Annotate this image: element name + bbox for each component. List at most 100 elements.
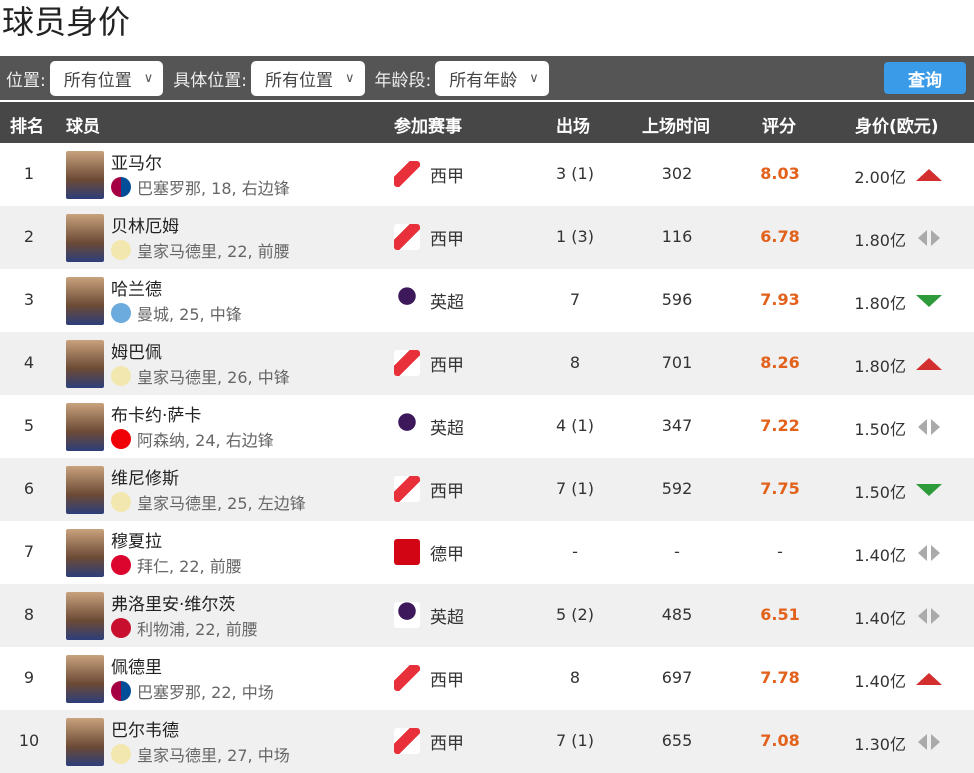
query-button[interactable]: 查询 [884,62,966,94]
table-header: 排名 球员 参加赛事 出场 上场时间 评分 身价(欧元) [0,102,974,143]
player-name[interactable]: 哈兰德 [111,280,162,300]
col-competition[interactable]: 参加赛事 [394,117,462,137]
rating: 7.78 [760,668,800,687]
competition-name: 西甲 [430,355,464,376]
player-avatar [66,340,104,388]
age-select[interactable]: 所有年龄 ∨ [435,60,549,96]
player-details: 皇家马德里, 22, 前腰 [137,242,290,261]
competition: 西甲 [394,224,464,250]
player-name[interactable]: 穆夏拉 [111,532,162,552]
player-info: 巴塞罗那, 22, 中场 [111,679,274,703]
laliga-logo-icon [394,224,420,250]
appearances: 7 [569,290,581,309]
laliga-logo-icon [394,476,420,502]
rank: 2 [23,227,35,246]
player-info: 拜仁, 22, 前腰 [111,553,242,577]
player-avatar [66,466,104,514]
rating: 8.26 [760,353,800,372]
filter-bar: 位置: 所有位置 ∨ 具体位置: 所有位置 ∨ 年龄段: 所有年龄 ∨ 查询 [0,56,974,100]
minutes: 701 [661,353,693,372]
market-value: 1.80亿 [854,294,906,313]
specific-position-select[interactable]: 所有位置 ∨ [250,60,365,96]
competition: 西甲 [394,665,464,691]
competition-name: 英超 [430,418,464,439]
competition: 英超 [394,602,464,628]
player-name[interactable]: 布卡约·萨卡 [111,406,202,426]
club-badge-icon [111,744,131,764]
minutes: 592 [661,479,693,498]
market-value: 1.40亿 [854,609,906,628]
bundesliga-logo-icon [394,539,420,565]
col-appearances[interactable]: 出场 [556,117,590,137]
chevron-down-icon: ∨ [344,70,355,86]
trend-flat-icon [914,732,944,752]
minutes: 347 [661,416,693,435]
player-details: 皇家马德里, 26, 中锋 [137,368,290,387]
club-badge-icon [111,492,131,512]
player-details: 拜仁, 22, 前腰 [137,557,242,576]
chevron-down-icon: ∨ [529,70,539,86]
table-row[interactable]: 4 姆巴佩 皇家马德里, 26, 中锋 西甲 8 701 8.26 1.80亿 [0,332,974,395]
player-name[interactable]: 维尼修斯 [111,469,179,489]
table-row[interactable]: 9 佩德里 巴塞罗那, 22, 中场 西甲 8 697 7.78 1.40亿 [0,647,974,710]
position-select[interactable]: 所有位置 ∨ [49,60,164,96]
col-player[interactable]: 球员 [66,117,100,137]
table-row[interactable]: 3 哈兰德 曼城, 25, 中锋 英超 7 596 7.93 1.80亿 [0,269,974,332]
player-name[interactable]: 佩德里 [111,658,162,678]
laliga-logo-icon [394,728,420,754]
rating: 7.08 [760,731,800,750]
table-row[interactable]: 1 亚马尔 巴塞罗那, 18, 右边锋 西甲 3 (1) 302 8.03 2.… [0,143,974,206]
table-row[interactable]: 8 弗洛里安·维尔茨 利物浦, 22, 前腰 英超 5 (2) 485 6.51… [0,584,974,647]
player-name[interactable]: 弗洛里安·维尔茨 [111,595,236,615]
table-row[interactable]: 2 贝林厄姆 皇家马德里, 22, 前腰 西甲 1 (3) 116 6.78 1… [0,206,974,269]
player-avatar [66,718,104,766]
player-avatar [66,592,104,640]
competition: 德甲 [394,539,464,565]
player-name[interactable]: 亚马尔 [111,154,162,174]
table-row[interactable]: 10 巴尔韦德 皇家马德里, 27, 中场 西甲 7 (1) 655 7.08 … [0,710,974,773]
player-info: 皇家马德里, 27, 中场 [111,742,290,766]
col-rating[interactable]: 评分 [762,117,796,137]
player-name[interactable]: 贝林厄姆 [111,217,179,237]
rank: 1 [23,164,35,183]
club-badge-icon [111,366,131,386]
competition: 西甲 [394,476,464,502]
rating: 7.22 [760,416,800,435]
player-details: 皇家马德里, 25, 左边锋 [137,494,306,513]
trend-flat-icon [914,543,944,563]
minutes: 655 [661,731,693,750]
col-minutes[interactable]: 上场时间 [642,117,710,137]
player-avatar [66,214,104,262]
minutes: 697 [661,668,693,687]
player-info: 曼城, 25, 中锋 [111,301,242,325]
age-value: 所有年龄 [449,70,518,91]
player-avatar [66,403,104,451]
player-name[interactable]: 姆巴佩 [111,343,162,363]
player-details: 皇家马德里, 27, 中场 [137,746,290,765]
col-value[interactable]: 身价(欧元) [855,117,939,137]
club-badge-icon [111,429,131,449]
rank: 5 [23,416,35,435]
competition: 西甲 [394,728,464,754]
premier-league-logo-icon [394,413,420,439]
competition-name: 西甲 [430,670,464,691]
rank: 3 [23,290,35,309]
col-rank[interactable]: 排名 [10,117,44,137]
table-row[interactable]: 5 布卡约·萨卡 阿森纳, 24, 右边锋 英超 4 (1) 347 7.22 … [0,395,974,458]
table-row[interactable]: 7 穆夏拉 拜仁, 22, 前腰 德甲 - - - 1.40亿 [0,521,974,584]
competition-name: 西甲 [430,229,464,250]
player-avatar [66,655,104,703]
player-name[interactable]: 巴尔韦德 [111,721,179,741]
minutes: - [674,542,680,561]
market-value: 1.80亿 [854,231,906,250]
club-badge-icon [111,618,131,638]
trend-up-icon [914,669,944,689]
player-avatar [66,277,104,325]
minutes: 596 [661,290,693,309]
rank: 10 [18,731,40,750]
player-details: 巴塞罗那, 22, 中场 [137,683,274,702]
table-row[interactable]: 6 维尼修斯 皇家马德里, 25, 左边锋 西甲 7 (1) 592 7.75 … [0,458,974,521]
market-value: 2.00亿 [854,168,906,187]
competition-name: 英超 [430,607,464,628]
trend-down-icon [914,480,944,500]
